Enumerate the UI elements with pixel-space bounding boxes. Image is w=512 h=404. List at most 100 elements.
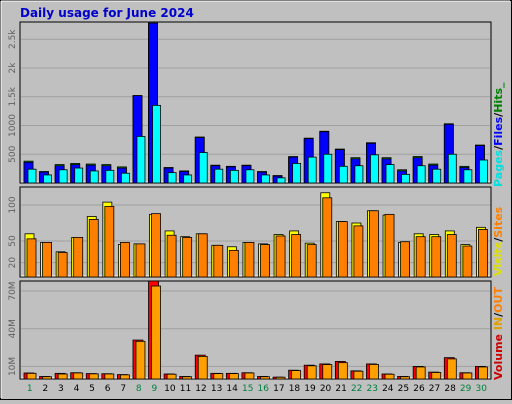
legend-middle: Visits/Sites [492, 206, 505, 276]
bar-out-day-7 [120, 374, 130, 380]
xtick-label-day-10: 10 [164, 384, 176, 394]
bar-sites-day-28 [446, 234, 457, 278]
bar-sites-day-6 [104, 206, 115, 278]
bar-pages-day-8 [136, 136, 146, 184]
bar-sites-day-21 [337, 221, 348, 278]
bar-sites-day-8 [135, 243, 146, 278]
bar-pages-day-2 [43, 174, 52, 184]
legend-bottom: Volume IN/OUT [492, 287, 505, 380]
bar-out-day-27 [431, 372, 442, 380]
bar-sites-day-19 [306, 244, 317, 278]
ytick-label-hits-files-pages-0: 500 [8, 145, 18, 162]
xtick-label-day-15: 15 [242, 384, 253, 394]
ytick-label-hits-files-pages-3: 2k [8, 62, 18, 74]
svg-text:Volume IN/OUT: Volume IN/OUT [492, 287, 505, 380]
xtick-label-day-1: 1 [27, 384, 33, 394]
bar-out-day-16 [260, 376, 270, 380]
legend-sep-1: / [492, 145, 505, 150]
xtick-label-day-4: 4 [74, 384, 80, 394]
legend-hits: Hits_ [492, 82, 505, 113]
bar-sites-day-26 [415, 236, 426, 278]
ytick-label-volume-0: 10M [8, 357, 18, 376]
bar-out-day-2 [42, 376, 52, 380]
bar-pages-day-12 [198, 152, 208, 184]
xtick-label-day-18: 18 [289, 384, 301, 394]
bar-sites-day-30 [478, 229, 488, 278]
bar-pages-day-23 [370, 154, 379, 184]
xtick-label-day-22: 22 [351, 384, 362, 394]
bar-out-day-20 [322, 364, 333, 380]
bar-out-day-19 [306, 365, 317, 380]
bar-pages-day-20 [323, 153, 333, 184]
bar-out-day-15 [244, 372, 255, 380]
bar-sites-day-18 [291, 234, 302, 278]
ytick-label-volume-2: 70M [8, 281, 18, 300]
xtick-label-day-28: 28 [444, 384, 456, 394]
xtick-label-day-25: 25 [398, 384, 409, 394]
bar-sites-day-11 [182, 236, 193, 278]
bar-sites-day-14 [228, 249, 239, 278]
bar-sites-day-15 [244, 242, 255, 278]
bar-pages-day-14 [229, 169, 239, 184]
bar-out-day-1 [26, 372, 37, 380]
bar-sites-day-7 [120, 242, 130, 278]
legend-top: Pages/Files/Hits_ [492, 82, 505, 187]
bar-pages-day-4 [74, 167, 84, 184]
bar-pages-day-1 [27, 168, 37, 184]
ytick-label-hits-files-pages-2: 1.5k [8, 86, 18, 106]
bar-pages-day-16 [261, 174, 270, 184]
xtick-label-day-8: 8 [136, 384, 142, 394]
bar-out-day-9 [151, 285, 161, 380]
bar-pages-day-18 [292, 163, 302, 184]
bar-sites-day-12 [197, 233, 208, 278]
xtick-label-day-12: 12 [195, 384, 206, 394]
bar-out-day-26 [415, 366, 426, 380]
bar-pages-day-26 [416, 165, 426, 184]
xtick-label-day-14: 14 [226, 384, 238, 394]
legend-visits: Visits [492, 241, 505, 276]
bar-sites-day-20 [322, 197, 333, 278]
ytick-label-hits-files-pages-1: 1000 [8, 114, 18, 137]
xtick-label-day-5: 5 [89, 384, 95, 394]
bar-out-day-18 [291, 370, 302, 380]
xtick-label-day-20: 20 [320, 384, 332, 394]
bar-out-day-28 [446, 358, 457, 380]
bar-out-day-30 [478, 366, 488, 380]
bar-sites-day-9 [151, 213, 161, 278]
bar-sites-day-4 [73, 236, 84, 278]
xtick-label-day-21: 21 [335, 384, 346, 394]
xtick-label-day-27: 27 [429, 384, 440, 394]
xtick-label-day-24: 24 [382, 384, 394, 394]
bar-out-day-5 [88, 373, 99, 380]
bar-out-day-4 [73, 372, 84, 380]
xtick-label-day-2: 2 [42, 384, 48, 394]
bar-pages-day-5 [89, 170, 99, 184]
ytick-label-visits-sites-0: 20 [8, 257, 18, 269]
xtick-label-day-19: 19 [304, 384, 316, 394]
xtick-label-day-7: 7 [120, 384, 126, 394]
bar-out-day-8 [135, 340, 146, 380]
xtick-label-day-13: 13 [211, 384, 222, 394]
bar-pages-day-7 [121, 172, 130, 184]
bar-pages-day-29 [463, 169, 473, 184]
bar-sites-day-1 [26, 238, 37, 278]
bar-pages-day-22 [354, 165, 364, 184]
bar-sites-day-25 [400, 241, 411, 278]
xtick-label-day-26: 26 [413, 384, 425, 394]
bar-out-day-12 [197, 355, 208, 380]
svg-text:Visits/Sites: Visits/Sites [492, 206, 505, 276]
bar-pages-day-10 [167, 172, 177, 184]
bar-pages-day-3 [58, 169, 68, 184]
xtick-label-day-9: 9 [151, 384, 157, 394]
legend-sep-3: / [492, 237, 505, 242]
bar-sites-day-10 [166, 234, 177, 278]
bar-pages-day-24 [385, 164, 395, 184]
bar-pages-day-17 [276, 177, 286, 184]
bar-pages-day-25 [401, 173, 411, 184]
bar-out-day-17 [275, 376, 286, 380]
xtick-label-day-3: 3 [58, 384, 64, 394]
bar-out-day-10 [166, 373, 177, 380]
